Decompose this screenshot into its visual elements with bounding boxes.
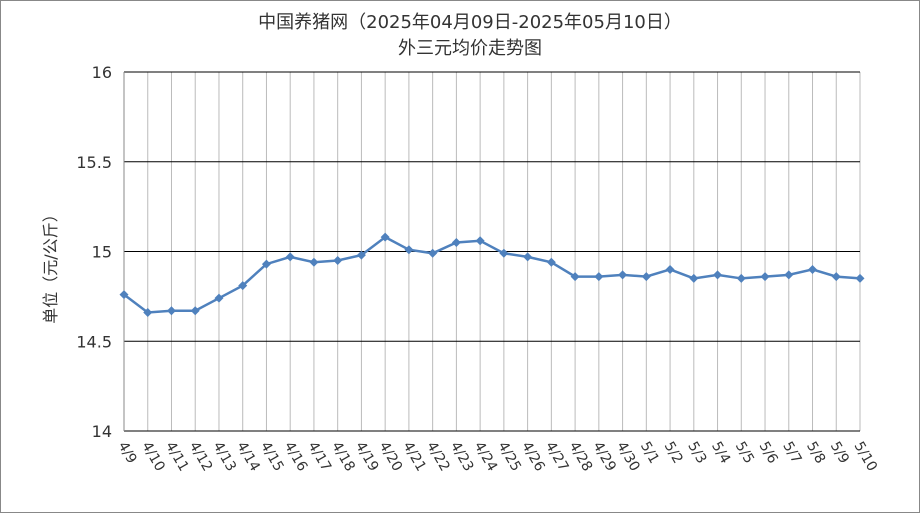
y-tick-label: 16 (92, 63, 112, 82)
data-point (190, 306, 200, 316)
data-point (808, 264, 818, 274)
data-point (214, 293, 224, 303)
data-point (238, 281, 248, 291)
y-tick-label: 14 (92, 422, 112, 441)
data-point (618, 270, 628, 280)
data-point (784, 270, 794, 280)
data-point (356, 250, 366, 260)
data-point (451, 238, 461, 248)
data-point (309, 257, 319, 267)
series-line (123, 235, 861, 314)
chart-subtitle: 外三元均价走势图 (398, 38, 542, 59)
data-point (166, 306, 176, 316)
data-point (594, 272, 604, 282)
data-point (380, 232, 390, 242)
data-point (499, 248, 509, 258)
chart-title: 中国养猪网（2025年04月09日-2025年05月10日） (258, 12, 682, 33)
y-axis-label: 单位（元/公斤） (41, 206, 60, 323)
data-point (855, 273, 865, 283)
data-point (261, 259, 271, 269)
data-point (760, 272, 770, 282)
data-point (713, 270, 723, 280)
data-point (546, 257, 556, 267)
data-point (641, 272, 651, 282)
y-tick-label: 15 (92, 243, 112, 262)
data-point (689, 273, 699, 283)
y-tick-label: 15.5 (76, 153, 112, 172)
data-point (428, 248, 438, 258)
data-point (333, 255, 343, 265)
data-point (119, 290, 129, 300)
data-point (475, 236, 485, 246)
data-point (404, 245, 414, 255)
data-point (523, 252, 533, 262)
y-tick-label: 14.5 (76, 332, 112, 351)
data-point (736, 273, 746, 283)
data-point (665, 264, 675, 274)
data-point (570, 272, 580, 282)
data-point (831, 272, 841, 282)
data-point (285, 252, 295, 262)
data-point (143, 308, 153, 318)
